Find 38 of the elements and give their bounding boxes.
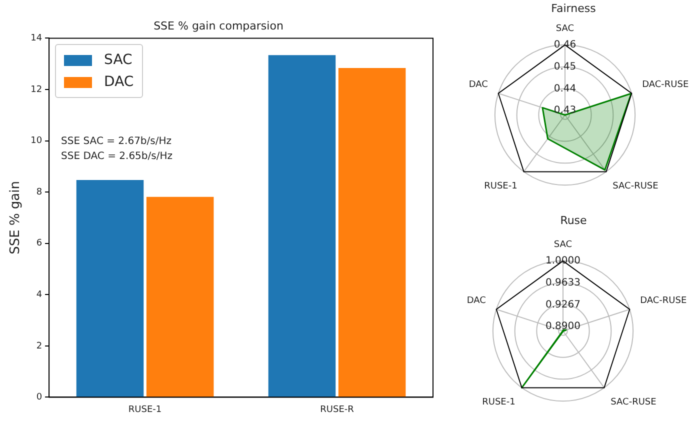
spoke-label: DAC [468,80,488,90]
chart-title: Ruse [559,214,588,228]
spoke-label: DAC-RUSE [642,80,689,90]
y-tick-label: 12 [30,84,42,95]
spoke-label: RUSE-1 [484,181,518,192]
chart-title: SSE % gain comparsion [154,19,284,32]
y-tick-label: 0.9633 [546,277,580,288]
y-tick-label: 8 [36,187,42,198]
annotation: SSE DAC = 2.65b/s/Hz [61,150,172,162]
spoke-label: DAC [466,296,486,306]
y-tick-label: 0.45 [554,61,576,72]
y-tick-label: 14 [30,34,42,44]
y-tick-label: 0.9267 [546,299,580,310]
y-tick-label: 0 [36,392,42,403]
chart-title: Fairness [550,2,597,16]
spoke-label: SAC-RUSE [612,181,659,192]
legend-label: DAC [104,74,134,90]
y-tick-label: 0.44 [554,83,576,94]
bar [76,180,144,397]
y-tick-label: 2 [36,341,42,352]
y-tick-label: 10 [30,136,42,146]
x-tick-label: RUSE-R [320,404,354,415]
y-tick-label: 1.0000 [546,256,580,267]
y-tick-label: 0.46 [554,40,576,51]
legend-label: SAC [104,52,132,68]
y-axis-title: SSE % gain [8,180,24,254]
spoke-label: DAC-RUSE [640,296,687,306]
spoke-label: SAC [556,24,574,34]
y-tick-label: 4 [36,290,42,300]
y-tick-label: 6 [36,238,42,249]
bar [146,196,214,397]
spoke-label: RUSE-1 [482,397,516,408]
bar [268,55,336,397]
y-tick-label: 0.8900 [546,321,580,332]
spoke-label: SAC-RUSE [610,397,657,408]
bar [338,68,406,397]
spoke-label: SAC [554,240,572,250]
annotation: SSE SAC = 2.67b/s/Hz [61,136,172,147]
